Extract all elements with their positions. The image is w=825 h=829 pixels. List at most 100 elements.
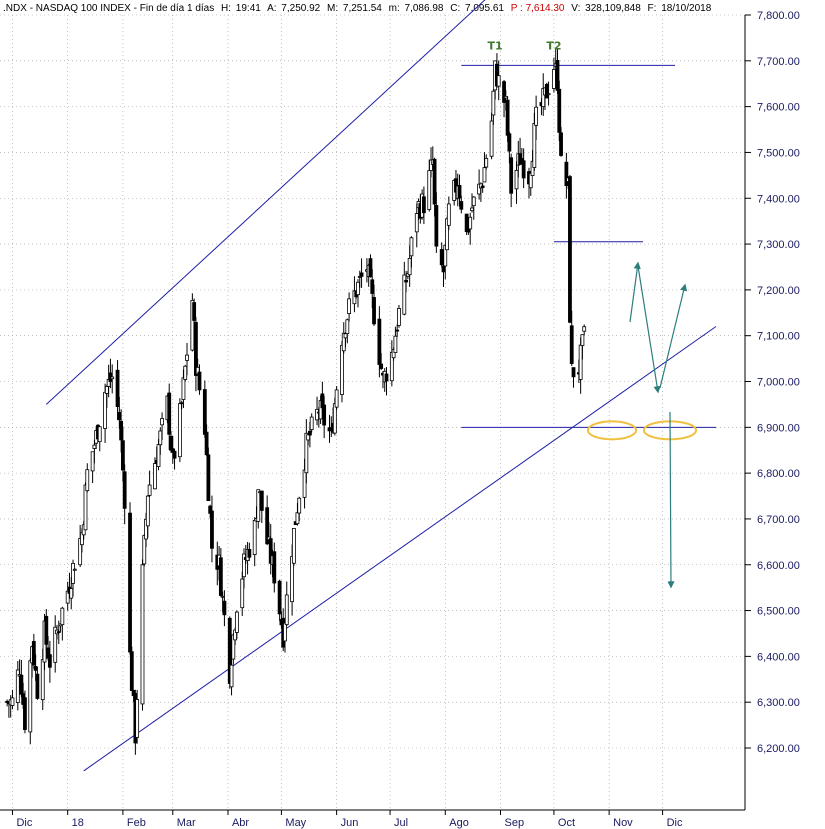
- candle-body: [206, 454, 211, 502]
- candle-body: [384, 373, 389, 382]
- x-tick-label: 18: [72, 817, 84, 829]
- candle: [304, 419, 309, 484]
- candle: [402, 261, 407, 316]
- candle-body: [31, 641, 36, 666]
- candle-body: [97, 426, 102, 443]
- candle-body: [409, 237, 414, 257]
- candle-body: [514, 170, 519, 190]
- candle: [345, 318, 350, 344]
- candle-body: [103, 391, 107, 429]
- candle-body: [441, 265, 446, 273]
- candle-body: [19, 674, 24, 695]
- candle-body: [53, 626, 58, 663]
- candle-body: [580, 334, 585, 347]
- x-tick-label: Nov: [613, 817, 633, 829]
- peak-label-T2: T2: [546, 40, 561, 53]
- candle-body: [568, 176, 572, 323]
- candle-body: [434, 205, 439, 247]
- candle-body: [169, 435, 173, 451]
- header-mm-value: 7,086.98: [405, 3, 444, 14]
- candle-body: [60, 607, 65, 626]
- candle-body: [135, 699, 140, 738]
- candle: [291, 528, 296, 567]
- candle: [192, 298, 197, 325]
- candle: [284, 581, 289, 627]
- candle-body: [119, 420, 124, 441]
- x-tick-label: Ago: [449, 817, 469, 829]
- candle-body: [202, 389, 207, 435]
- candle-body: [480, 185, 485, 188]
- candle-body: [40, 659, 45, 701]
- y-tick-label: 7,100.00: [757, 331, 800, 343]
- candle-body: [491, 90, 496, 116]
- x-tick-label: Mar: [177, 817, 196, 829]
- candle-body: [557, 88, 562, 133]
- peak-labels: T1 T2: [488, 40, 562, 53]
- candle: [140, 559, 145, 711]
- candle-body: [167, 392, 172, 435]
- candle-body: [569, 325, 574, 364]
- candle-body: [197, 371, 202, 391]
- candle-body: [304, 432, 309, 474]
- candle-body: [142, 535, 147, 565]
- candle: [496, 60, 501, 101]
- candle-body: [422, 196, 426, 214]
- candle-body: [532, 123, 537, 168]
- candle: [459, 195, 464, 214]
- candle: [190, 293, 195, 352]
- candle: [297, 496, 302, 521]
- header-m-value: 7,251.54: [343, 3, 382, 14]
- candle: [172, 449, 177, 470]
- candle-body: [578, 344, 583, 380]
- candle-body: [309, 416, 314, 431]
- candle: [309, 413, 314, 433]
- candle: [194, 316, 198, 392]
- projection-overlays: [587, 261, 697, 589]
- candle-body: [28, 660, 33, 733]
- candle-body: [505, 99, 510, 136]
- candle: [544, 82, 549, 99]
- candle-body: [571, 367, 576, 378]
- candle-body: [345, 319, 350, 335]
- candle-body: [356, 281, 360, 296]
- candle-body: [140, 564, 145, 705]
- candle-body: [470, 207, 474, 212]
- candle-body: [509, 157, 514, 194]
- y-tick-label: 7,000.00: [757, 377, 800, 389]
- candle: [322, 396, 327, 439]
- candle: [564, 152, 569, 199]
- candle-body: [559, 132, 563, 156]
- candle: [414, 203, 419, 248]
- candle-body: [315, 409, 319, 421]
- candle: [468, 212, 473, 245]
- candle-body: [272, 551, 277, 584]
- candle-body: [33, 666, 38, 671]
- candle: [23, 690, 27, 734]
- candle-body: [72, 568, 77, 571]
- candles: [5, 48, 587, 755]
- x-tick-label: Dic: [16, 817, 32, 829]
- candle-body: [23, 697, 27, 730]
- candle: [491, 89, 496, 126]
- candle-body: [503, 95, 508, 99]
- candle: [145, 495, 150, 538]
- candle: [582, 324, 587, 336]
- header-sep-2: -: [134, 3, 140, 14]
- candle-body: [69, 588, 74, 599]
- candle-body: [210, 510, 214, 549]
- x-tick-label: Oct: [558, 817, 575, 829]
- candle-body: [347, 298, 351, 314]
- candle-body: [393, 335, 398, 353]
- candle-body: [56, 631, 61, 633]
- header-background: [0, 0, 740, 15]
- candle: [372, 284, 376, 327]
- candle-body: [521, 160, 526, 179]
- candle-body: [546, 93, 551, 96]
- header-v-label: V:: [571, 3, 580, 14]
- candle-body: [372, 297, 376, 325]
- candle-body: [468, 216, 473, 230]
- candle: [409, 236, 414, 268]
- projection-arrow-up-2: [659, 283, 688, 389]
- candle: [471, 196, 476, 220]
